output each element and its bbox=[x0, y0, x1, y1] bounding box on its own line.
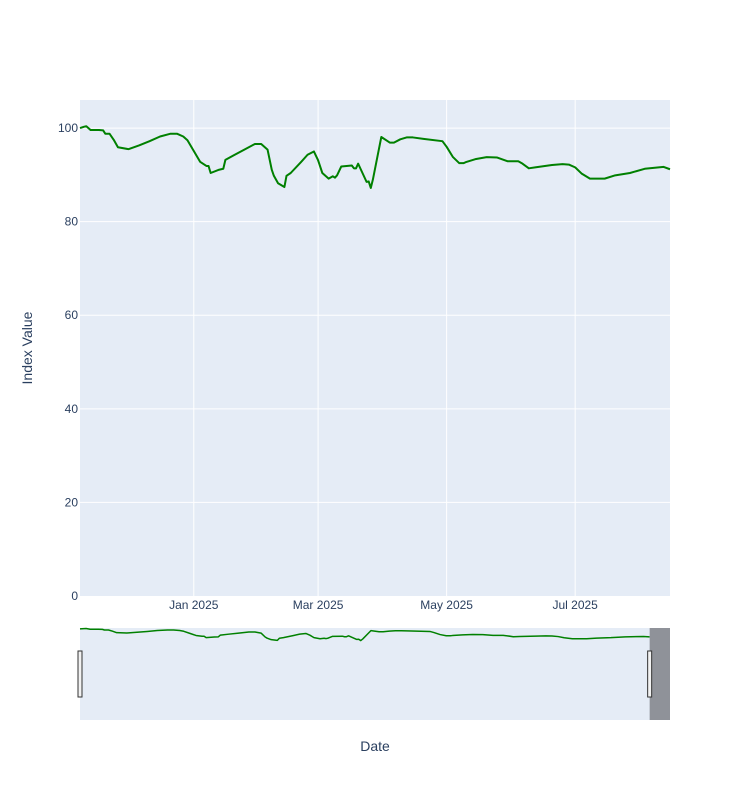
y-tick-label: 60 bbox=[65, 308, 79, 322]
x-gridlines bbox=[193, 100, 576, 596]
y-axis-title: Index Value bbox=[19, 311, 35, 384]
range-slider-unselected-mask bbox=[649, 628, 670, 720]
x-tick-label: Jul 2025 bbox=[552, 598, 598, 612]
y-tick-label: 40 bbox=[65, 402, 79, 416]
x-tick-labels: Jan 2025 Mar 2025 May 2025 Jul 2025 bbox=[169, 598, 598, 612]
x-tick-label: May 2025 bbox=[420, 598, 473, 612]
y-tick-label: 80 bbox=[65, 215, 79, 229]
y-tick-label: 20 bbox=[65, 495, 79, 509]
range-slider-left-handle[interactable] bbox=[77, 650, 83, 698]
range-slider[interactable] bbox=[77, 627, 670, 720]
x-tick-label: Jan 2025 bbox=[169, 598, 219, 612]
range-slider-right-handle[interactable] bbox=[647, 650, 653, 698]
x-axis-title: Date bbox=[360, 738, 390, 754]
series-layer bbox=[79, 125, 671, 189]
range-slider-background bbox=[80, 628, 670, 720]
y-tick-label: 0 bbox=[71, 589, 78, 603]
range-slider-line bbox=[79, 627, 650, 642]
x-tick-label: Mar 2025 bbox=[293, 598, 344, 612]
index-value-line bbox=[79, 125, 671, 189]
plot-background bbox=[80, 100, 670, 596]
range-slider-series bbox=[79, 627, 650, 642]
y-gridlines bbox=[80, 127, 670, 503]
y-tick-label: 100 bbox=[58, 121, 78, 135]
y-tick-labels: 0 20 40 60 80 100 bbox=[58, 121, 78, 603]
